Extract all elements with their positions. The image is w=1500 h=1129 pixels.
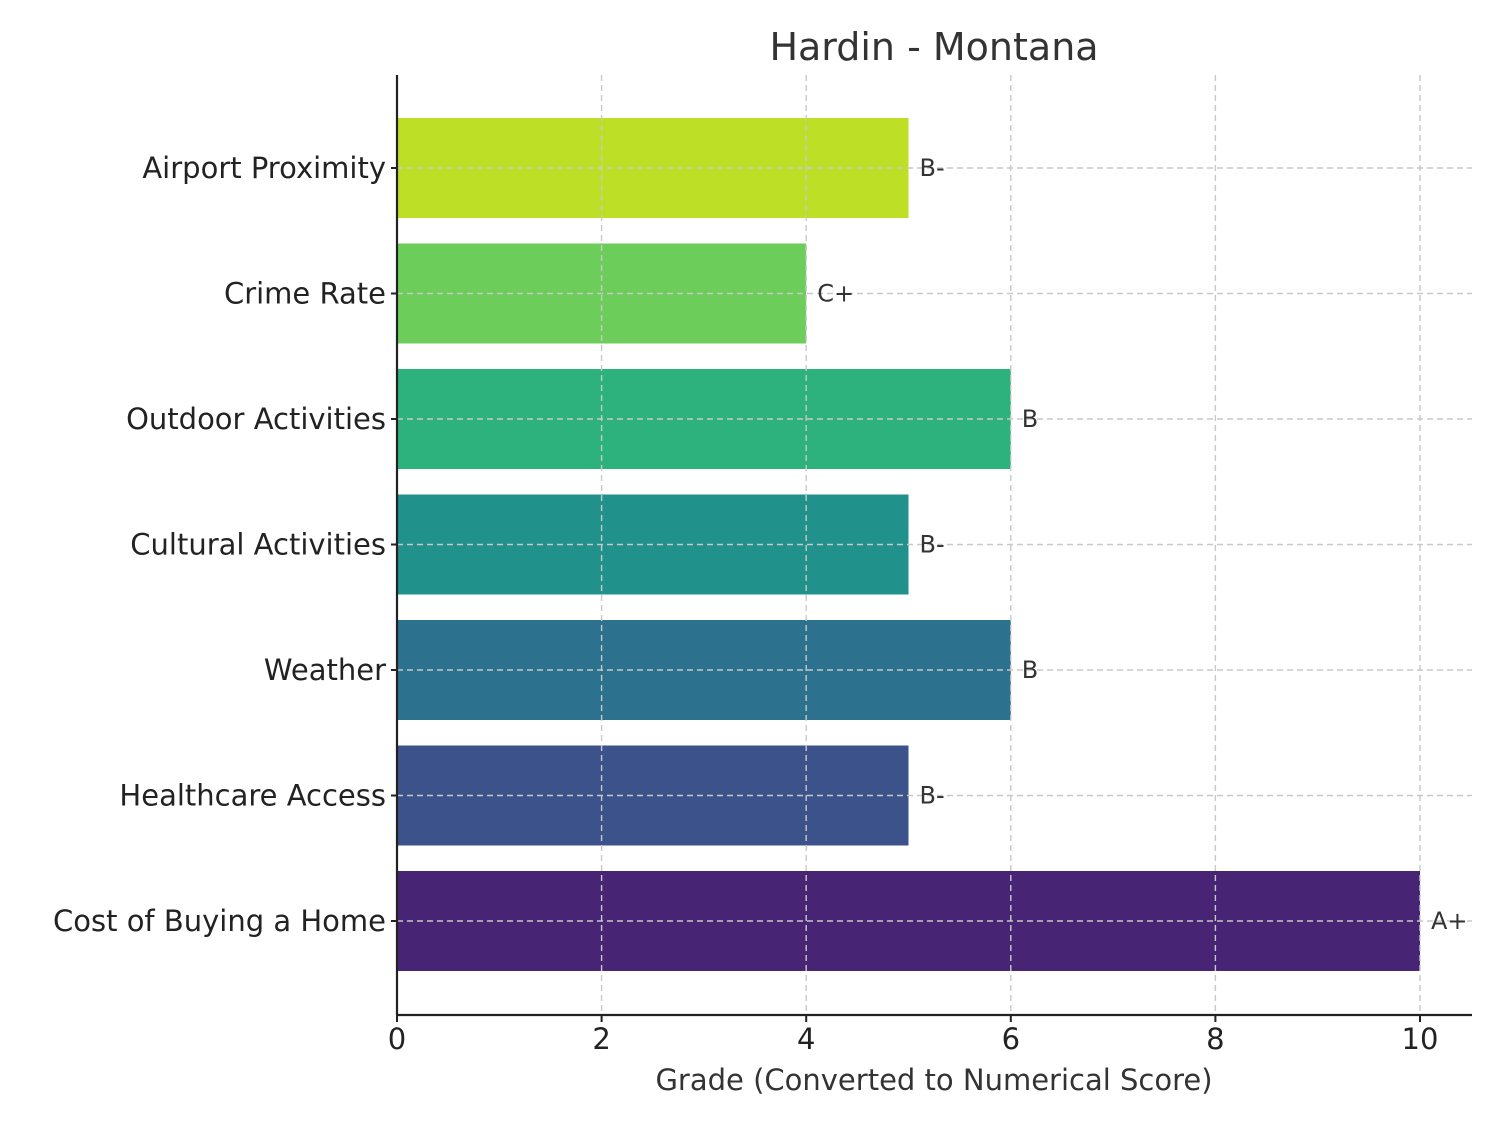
label-layer: Airport Proximity B- Crime Rate C+ Outdoor A… xyxy=(53,151,1468,1056)
category-label: Weather xyxy=(264,653,386,687)
x-tick-label: 0 xyxy=(388,1022,406,1056)
grade-label: C+ xyxy=(817,280,854,308)
category-label: Cost of Buying a Home xyxy=(53,904,386,938)
chart-title: Hardin - Montana xyxy=(769,25,1098,69)
axis-layer xyxy=(391,75,1472,1022)
category-label: Crime Rate xyxy=(224,277,386,311)
x-tick-label: 8 xyxy=(1206,1022,1224,1056)
grade-label: B- xyxy=(920,154,945,182)
category-label: Healthcare Access xyxy=(119,779,386,813)
grade-label: B xyxy=(1022,405,1038,433)
grade-label: B- xyxy=(920,782,945,810)
x-tick-label: 6 xyxy=(1002,1022,1020,1056)
grade-label: B- xyxy=(920,531,945,559)
category-label: Airport Proximity xyxy=(142,151,386,185)
x-tick-label: 4 xyxy=(797,1022,815,1056)
x-axis-label: Grade (Converted to Numerical Score) xyxy=(655,1063,1212,1097)
x-tick-label: 2 xyxy=(592,1022,610,1056)
category-label: Cultural Activities xyxy=(130,528,386,562)
grade-label: A+ xyxy=(1431,907,1468,935)
grade-label: B xyxy=(1022,656,1038,684)
category-label: Outdoor Activities xyxy=(126,402,386,436)
x-tick-label: 10 xyxy=(1402,1022,1439,1056)
